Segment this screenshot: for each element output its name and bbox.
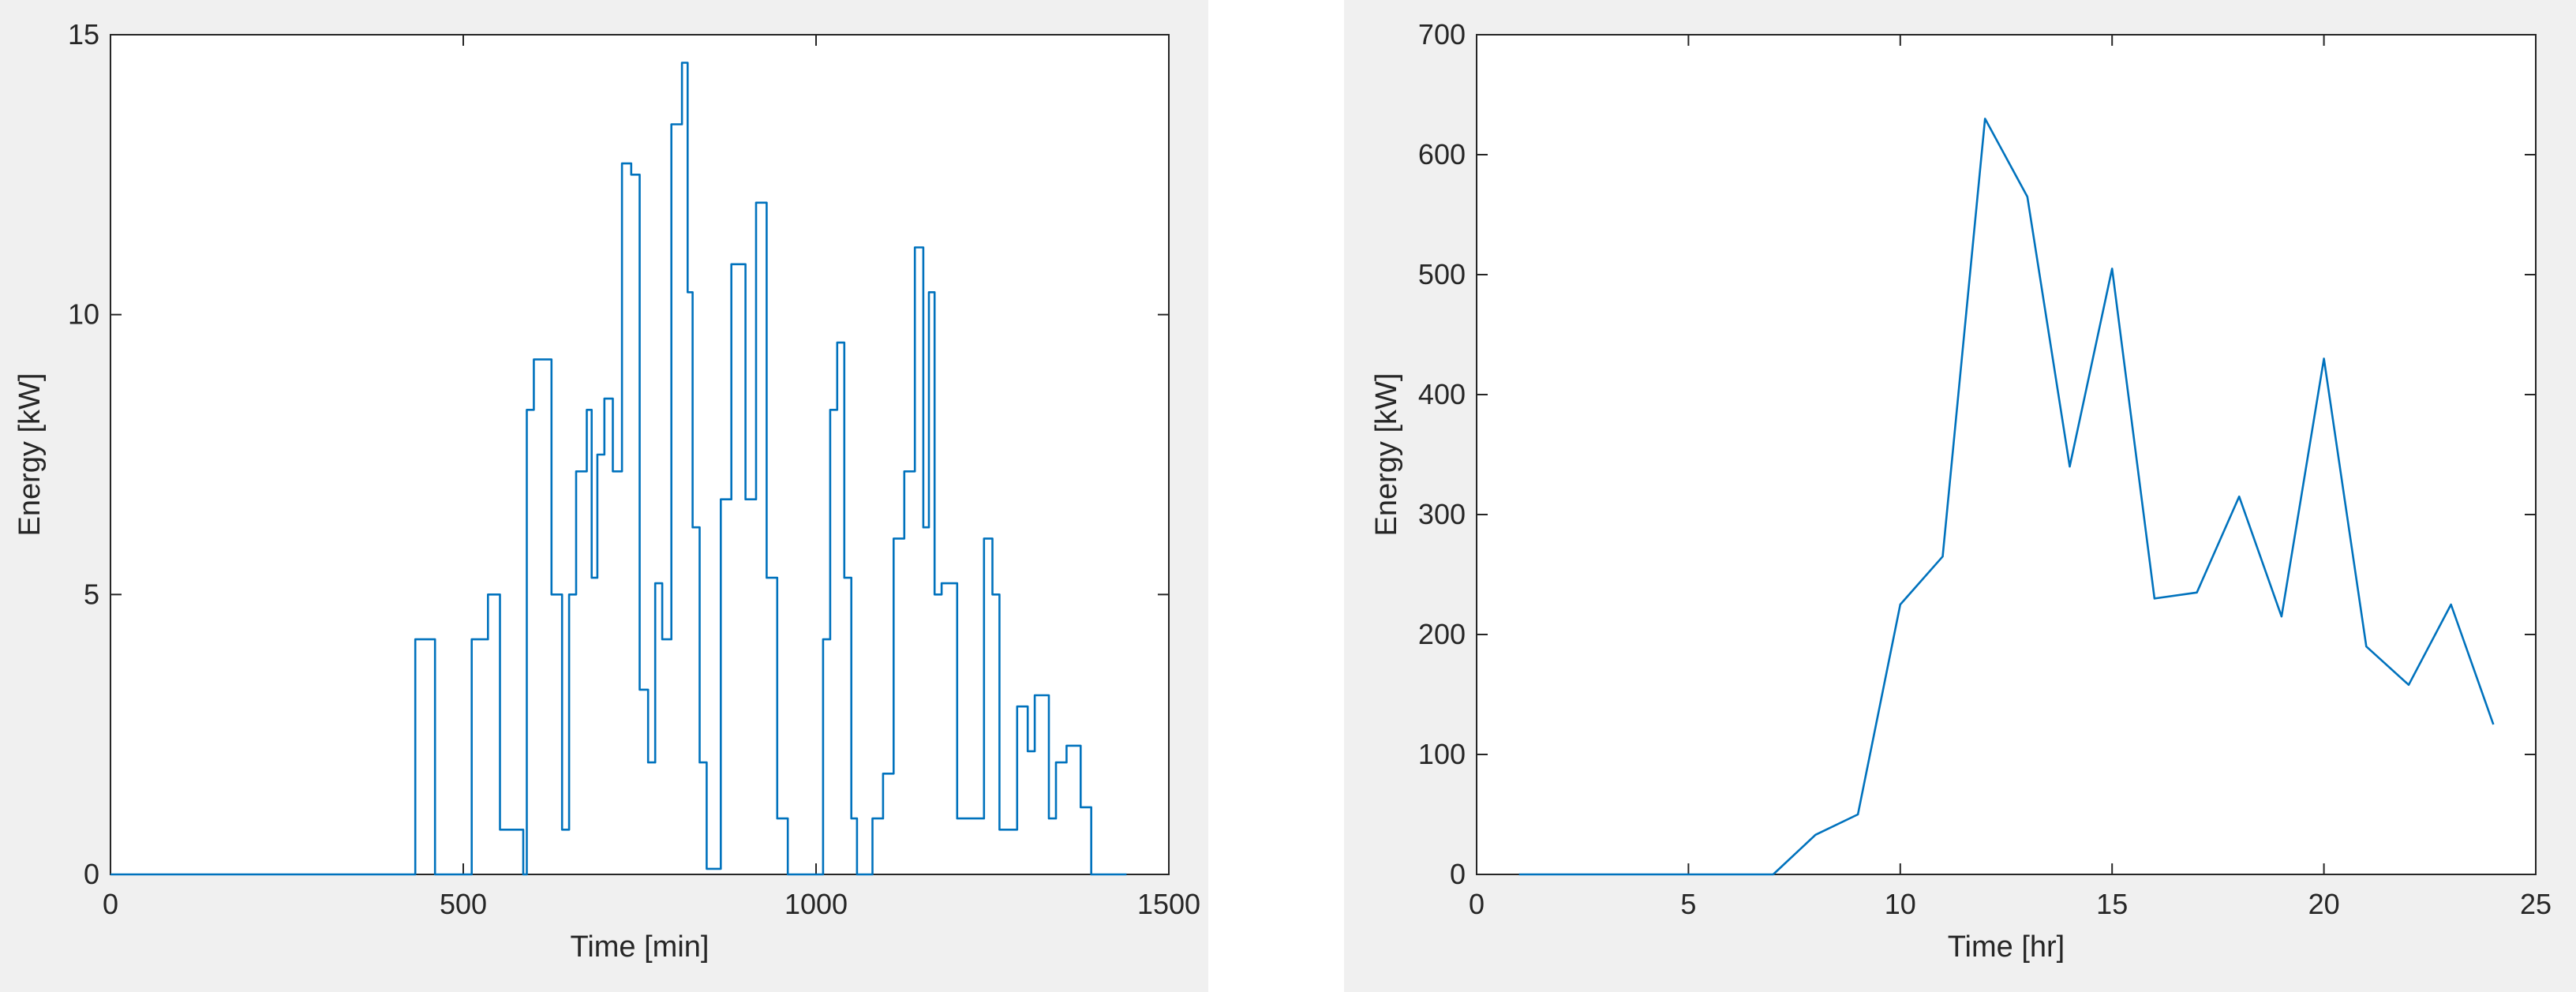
plot-area bbox=[1476, 34, 2537, 875]
y-tick-label: 0 bbox=[1450, 858, 1466, 890]
y-tick-label: 10 bbox=[68, 298, 99, 331]
x-tick-label: 0 bbox=[103, 888, 118, 920]
chart-energy-per-hour: 0 5 10 15 20 25 0 100 200 300 400 500 600 700 Time [hr… bbox=[1370, 18, 2552, 964]
y-tick-label: 500 bbox=[1418, 258, 1466, 290]
y-tick-label: 600 bbox=[1418, 138, 1466, 170]
x-axis-label: Time [hr] bbox=[1948, 930, 2065, 964]
y-tick-label: 400 bbox=[1418, 378, 1466, 410]
x-tick-label: 0 bbox=[1469, 888, 1485, 920]
y-tick-label: 300 bbox=[1418, 498, 1466, 530]
y-axis-label: Energy [kW] bbox=[13, 373, 47, 537]
y-tick-label: 200 bbox=[1418, 618, 1466, 650]
x-tick-label: 1500 bbox=[1137, 888, 1200, 920]
x-tick-label: 20 bbox=[2308, 888, 2340, 920]
y-axis-label: Energy [kW] bbox=[1370, 373, 1403, 537]
x-tick-label: 1000 bbox=[784, 888, 848, 920]
x-tick-label: 25 bbox=[2520, 888, 2552, 920]
series-line bbox=[110, 62, 1127, 876]
x-tick-label: 5 bbox=[1680, 888, 1696, 920]
y-tick-label: 15 bbox=[68, 18, 99, 51]
figure-energy-per-minute: 0 500 1000 1500 0 5 10 15 Time [min] Energy [kW] bbox=[0, 0, 1208, 992]
y-tick-label: 0 bbox=[84, 858, 99, 890]
series-line bbox=[1518, 118, 2495, 876]
y-tick-label: 700 bbox=[1418, 18, 1466, 51]
x-tick-label: 15 bbox=[2096, 888, 2128, 920]
figure-energy-per-hour: 0 5 10 15 20 25 0 100 200 300 400 500 600 700 Time [hr… bbox=[1344, 0, 2576, 992]
x-tick-label: 500 bbox=[440, 888, 487, 920]
y-tick-label: 100 bbox=[1418, 738, 1466, 770]
x-axis-label: Time [min] bbox=[571, 930, 710, 964]
y-tick-label: 5 bbox=[84, 578, 99, 610]
x-tick-label: 10 bbox=[1885, 888, 1916, 920]
chart-energy-per-minute: 0 500 1000 1500 0 5 10 15 Time [min] Energy [kW] bbox=[13, 18, 1200, 964]
